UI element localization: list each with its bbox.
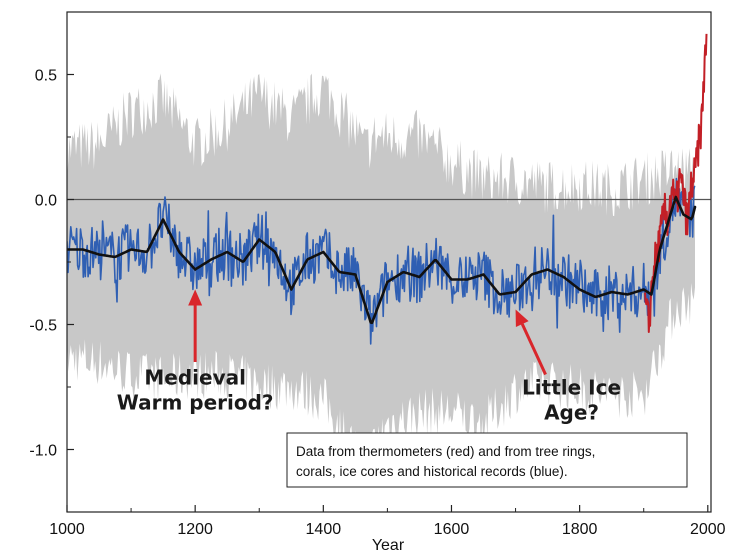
y-tick-label: -0.5 bbox=[29, 318, 57, 335]
legend-line-1: Data from thermometers (red) and from tr… bbox=[296, 444, 595, 459]
x-tick-label: 1400 bbox=[306, 521, 342, 538]
y-tick-label: 0.5 bbox=[35, 68, 57, 85]
x-axis-title: Year bbox=[372, 537, 405, 554]
annotation-label-line-1: Little Ice bbox=[522, 376, 621, 400]
x-tick-label: 1800 bbox=[562, 521, 598, 538]
annotation-label-line-2: Warm period? bbox=[117, 391, 274, 415]
x-tick-label: 1000 bbox=[49, 521, 85, 538]
annotation-label-line-1: Medieval bbox=[144, 366, 246, 390]
x-tick-label: 2000 bbox=[690, 521, 726, 538]
x-tick-label: 1200 bbox=[177, 521, 213, 538]
x-tick-label: 1600 bbox=[434, 521, 470, 538]
legend-line-2: corals, ice cores and historical records… bbox=[296, 464, 568, 479]
annotation-label-line-2: Age? bbox=[544, 401, 599, 425]
y-tick-label: 0.0 bbox=[35, 193, 57, 210]
y-tick-label: -1.0 bbox=[29, 443, 57, 460]
legend: Data from thermometers (red) and from tr… bbox=[287, 433, 687, 487]
